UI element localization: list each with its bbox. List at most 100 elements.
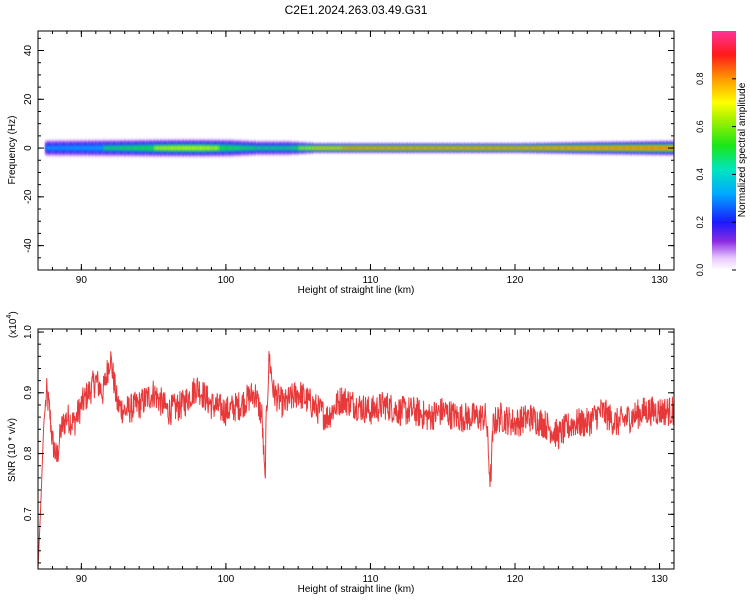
- spectral-cell: [45, 145, 54, 151]
- spectral-cell: [348, 147, 357, 149]
- spectral-cell: [182, 146, 191, 150]
- spectral-cell: [160, 146, 169, 150]
- spectral-cell: [283, 146, 292, 150]
- spectral-cell: [175, 146, 184, 150]
- spectral-cell: [66, 145, 75, 151]
- spectral-cell: [117, 146, 126, 150]
- spectral-cell: [406, 147, 415, 149]
- spectral-cell: [276, 146, 285, 150]
- colorbar: 0.0 0.2 0.4 0.6 0.8 Normalized spectral ampl…: [695, 31, 748, 276]
- spectral-cell: [493, 147, 502, 149]
- spectral-cell: [421, 147, 429, 149]
- y-tick-label: 0.8: [23, 446, 34, 460]
- spectral-cell: [81, 145, 90, 151]
- spectral-cell: [139, 145, 148, 151]
- spectral-cell: [319, 147, 328, 149]
- spectral-cell: [428, 147, 437, 149]
- spectral-cell: [565, 147, 574, 149]
- spectral-cell: [392, 147, 400, 149]
- spectral-cell: [572, 147, 581, 149]
- colorbar-tick-label: 0.2: [695, 216, 705, 229]
- spectral-cell: [262, 146, 270, 150]
- colorbar-label: Normalized spectral amplitude: [737, 82, 748, 217]
- snr-y-ticks: 0.7 0.8 0.9 1.0: [23, 325, 674, 564]
- spectral-cell: [327, 147, 335, 149]
- spectral-cell: [637, 147, 646, 149]
- spectral-cell: [587, 147, 596, 149]
- spectral-cell: [500, 147, 509, 149]
- spectral-cell: [312, 147, 321, 149]
- spectral-cell: [110, 146, 119, 150]
- spectral-cell: [645, 147, 653, 149]
- spectral-cell: [630, 147, 639, 149]
- spectral-cell: [551, 147, 559, 149]
- colorbar-tick-label: 0.6: [695, 120, 705, 133]
- spectral-cell: [558, 147, 567, 149]
- spectral-cell: [652, 147, 661, 149]
- x-tick-label: 120: [507, 574, 524, 585]
- snr-y-scale-label: (x104): [6, 311, 19, 338]
- spectral-cell: [218, 145, 227, 151]
- x-tick-label: 90: [76, 275, 88, 286]
- y-tick-label: 0: [23, 145, 34, 151]
- spectral-cell: [399, 147, 408, 149]
- spectral-cell: [580, 147, 588, 149]
- spectral-cell: [659, 147, 668, 149]
- snr-x-ticks: 90 100 110 120 130: [37, 329, 675, 585]
- spectral-cell: [290, 146, 299, 150]
- spectrogram-y-label: Frequency (Hz): [7, 116, 18, 185]
- spectral-cell: [131, 146, 140, 151]
- y-tick-label: -20: [23, 189, 34, 204]
- spectral-cell: [478, 147, 487, 149]
- snr-panel: 90 100 110 120 130 0.7 0.8 0.9 1.0 Height of st…: [6, 311, 675, 595]
- spectral-cell: [471, 147, 480, 149]
- spectral-cell: [616, 147, 625, 149]
- spectral-cell: [146, 145, 155, 151]
- spectral-cell: [384, 147, 393, 149]
- colorbar-ticks: 0.0 0.2 0.4 0.6 0.8: [695, 73, 736, 276]
- y-tick-label: 20: [23, 93, 34, 105]
- spectrogram-x-ticks: 90 100 110 120 130: [37, 31, 675, 286]
- spectral-cell: [601, 147, 610, 149]
- spectral-cell: [457, 147, 466, 149]
- spectral-cell: [507, 147, 516, 149]
- y-tick-label: 40: [23, 45, 34, 57]
- spectrogram-x-label: Height of straight line (km): [298, 285, 415, 296]
- spectral-cell: [305, 147, 314, 150]
- y-tick-label: -40: [23, 238, 34, 253]
- spectral-band: [45, 139, 674, 157]
- spectral-cell: [103, 146, 111, 150]
- spectral-cell: [247, 146, 256, 150]
- spectral-cell: [413, 147, 422, 149]
- spectral-cell: [464, 147, 473, 149]
- spectral-cell: [522, 147, 531, 149]
- x-tick-label: 100: [218, 275, 235, 286]
- spectral-cell: [233, 146, 241, 150]
- colorbar-gradient: [712, 31, 736, 270]
- spectral-cell: [543, 147, 552, 149]
- y-tick-label: 0.7: [23, 507, 34, 521]
- y-tick-label: 1.0: [23, 325, 34, 339]
- spectral-cell: [124, 146, 133, 150]
- x-tick-label: 110: [362, 574, 378, 585]
- spectral-cell: [95, 145, 104, 152]
- spectral-cell: [341, 147, 350, 149]
- spectral-cell: [449, 147, 458, 149]
- colorbar-tick-label: 0.4: [695, 168, 705, 181]
- spectral-cell: [52, 145, 61, 151]
- spectral-cell: [529, 147, 538, 149]
- figure-title: C2E1.2024.263.03.49.G31: [285, 3, 428, 17]
- spectral-cell: [370, 147, 379, 149]
- spectral-cell: [168, 146, 176, 150]
- spectral-cell: [59, 145, 68, 151]
- spectral-cell: [298, 147, 307, 149]
- spectral-cell: [254, 146, 263, 150]
- spectral-cell: [189, 146, 198, 150]
- spectral-cell: [435, 147, 444, 149]
- spectral-cell: [334, 147, 343, 149]
- svg-text:(x104): (x104): [6, 311, 19, 338]
- x-tick-label: 90: [76, 574, 88, 585]
- x-tick-label: 130: [651, 275, 668, 286]
- spectral-cell: [153, 146, 162, 150]
